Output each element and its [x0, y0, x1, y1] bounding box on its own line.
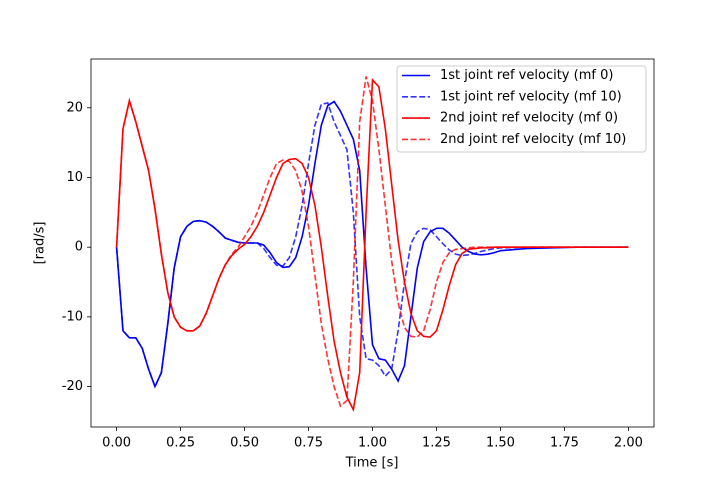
plot-frame [90, 58, 655, 428]
series-line [115, 77, 629, 413]
x-tick-label: 0.50 [230, 436, 259, 451]
x-tick-label: 1.50 [486, 436, 515, 451]
series-line [115, 76, 629, 408]
legend-label: 1st joint ref velocity (mf 0) [440, 68, 613, 83]
x-tick-label: 0.00 [102, 436, 131, 451]
legend-label: 2nd joint ref velocity (mf 10) [440, 132, 626, 147]
legend-label: 1st joint ref velocity (mf 10) [440, 89, 622, 104]
x-axis-label: Time [s] [345, 456, 399, 471]
y-tick-label: -10 [62, 309, 83, 324]
y-tick-label: -20 [62, 379, 83, 394]
y-tick-label: 0 [75, 240, 83, 255]
series-line [115, 101, 629, 389]
x-tick-label: 0.75 [294, 436, 323, 451]
x-tick-label: 1.25 [422, 436, 451, 451]
x-tick-label: 1.75 [550, 436, 579, 451]
y-axis-label: [rad/s] [33, 222, 48, 265]
y-tick-label: 10 [66, 170, 83, 185]
legend-box [396, 65, 647, 153]
legend-label: 2nd joint ref velocity (mf 0) [440, 111, 618, 126]
x-tick-label: 0.25 [166, 436, 195, 451]
y-tick-label: 20 [66, 100, 83, 115]
x-tick-label: 2.00 [614, 436, 643, 451]
x-tick-label: 1.00 [358, 436, 387, 451]
